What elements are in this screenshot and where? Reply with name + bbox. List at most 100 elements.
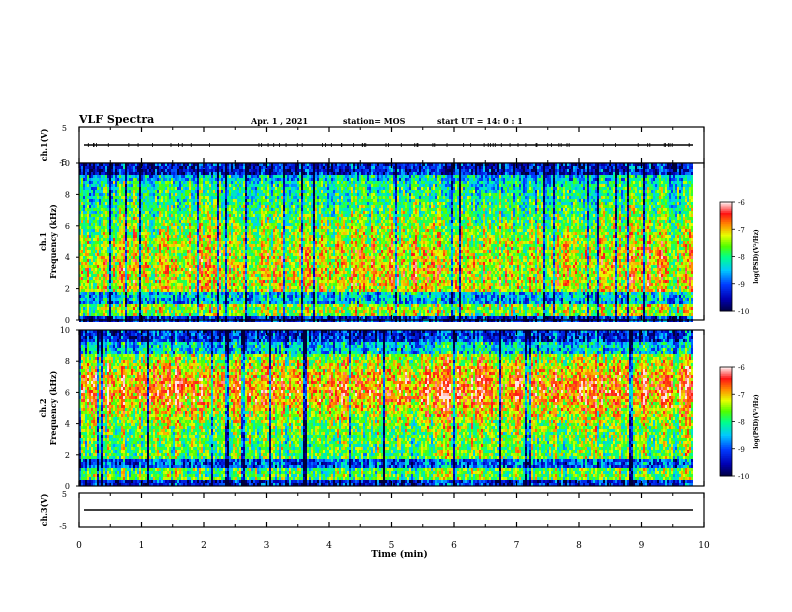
spectrogram-cell	[247, 316, 249, 319]
spectrogram-cell	[151, 223, 153, 226]
spectrogram-cell	[117, 268, 119, 271]
spectrogram-cell	[175, 202, 177, 205]
spectrogram-cell	[253, 223, 255, 226]
spectrogram-cell	[245, 193, 247, 196]
spectrogram-cell	[205, 178, 207, 181]
spectrogram-cell	[193, 295, 195, 298]
spectrogram-cell	[213, 307, 215, 310]
spectrogram-cell	[135, 247, 137, 250]
spectrogram-cell	[219, 271, 221, 274]
spectrogram-cell	[237, 295, 239, 298]
spectrogram-cell	[137, 229, 139, 232]
spectrogram-cell	[91, 310, 93, 313]
spectrogram-cell	[259, 268, 261, 271]
spectrogram-cell	[259, 193, 261, 196]
spectrogram-cell	[155, 295, 157, 298]
spectrogram-cell	[197, 166, 199, 169]
spectrogram-cell	[137, 286, 139, 289]
spectrogram-cell	[213, 211, 215, 214]
spectrogram-cell	[149, 199, 151, 202]
spectrogram-cell	[209, 208, 211, 211]
spectrogram-cell	[241, 169, 243, 172]
spectrogram-cell	[155, 259, 157, 262]
spectrogram-cell	[121, 235, 123, 238]
spectrogram-cell	[137, 271, 139, 274]
spectrogram-cell	[203, 238, 205, 241]
spectrogram-cell	[193, 211, 195, 214]
spectrogram-cell	[131, 163, 133, 166]
spectrogram-cell	[231, 310, 233, 313]
spectrogram-cell	[151, 295, 153, 298]
spectrogram-cell	[203, 247, 205, 250]
spectrogram-cell	[229, 259, 231, 262]
spectrogram-cell	[151, 169, 153, 172]
spectrogram-cell	[189, 169, 191, 172]
spectrogram-cell	[131, 235, 133, 238]
spectrogram-cell	[109, 292, 111, 295]
spectrogram-cell	[147, 313, 149, 316]
spectrogram-cell	[149, 280, 151, 283]
spectrogram-cell	[249, 247, 251, 250]
spectrogram-cell	[87, 241, 89, 244]
spectrogram-cell	[133, 253, 135, 256]
spectrogram-cell	[195, 187, 197, 190]
spectrogram-cell	[247, 271, 249, 274]
spectrogram-cell	[167, 205, 169, 208]
spectrogram-cell	[177, 316, 179, 319]
spectrogram-cell	[139, 232, 141, 235]
spectrogram-cell	[249, 301, 251, 304]
spectrogram-cell	[105, 304, 107, 307]
spectrogram-cell	[201, 292, 203, 295]
spectrogram-cell	[255, 211, 257, 214]
spectrogram-cell	[173, 286, 175, 289]
spectrogram-cell	[161, 172, 163, 175]
spectrogram-cell	[207, 217, 209, 220]
spectrogram-cell	[163, 187, 165, 190]
spectrogram-cell	[213, 253, 215, 256]
spectrogram-cell	[81, 193, 83, 196]
spectrogram-cell	[117, 220, 119, 223]
spectrogram-cell	[199, 184, 201, 187]
spectrogram-cell	[115, 220, 117, 223]
spectrogram-cell	[181, 190, 183, 193]
spectrogram-cell	[141, 211, 143, 214]
spectrogram-cell	[221, 292, 223, 295]
spectrogram-cell	[199, 271, 201, 274]
spectrogram-cell	[203, 235, 205, 238]
spectrogram-cell	[87, 271, 89, 274]
spectrogram-cell	[223, 169, 225, 172]
spectrogram-cell	[99, 199, 101, 202]
spectrogram-cell	[201, 178, 203, 181]
spectrogram-cell	[219, 217, 221, 220]
spectrogram-cell	[175, 265, 177, 268]
spectrogram-cell	[203, 211, 205, 214]
spectrogram-cell	[137, 301, 139, 304]
spectrogram-cell	[171, 193, 173, 196]
spectrogram-cell	[203, 289, 205, 292]
spectrogram-cell	[195, 220, 197, 223]
spectrogram-cell	[213, 190, 215, 193]
spectrogram-cell	[117, 298, 119, 301]
spectrogram-cell	[97, 262, 99, 265]
spectrogram-cell	[139, 193, 141, 196]
spectrogram-cell	[195, 226, 197, 229]
spectrogram-cell	[155, 214, 157, 217]
spectrogram-cell	[211, 256, 213, 259]
spectrogram-cell	[179, 178, 181, 181]
spectrogram-cell	[209, 211, 211, 214]
spectrogram-cell	[99, 169, 101, 172]
spectrogram-cell	[153, 166, 155, 169]
spectrogram-cell	[191, 247, 193, 250]
spectrogram-cell	[175, 295, 177, 298]
spectrogram-cell	[123, 166, 125, 169]
spectrogram-cell	[153, 253, 155, 256]
spectrogram-cell	[207, 280, 209, 283]
spectrogram-cell	[251, 283, 253, 286]
spectrogram-cell	[249, 226, 251, 229]
spectrogram-cell	[139, 310, 141, 313]
spectrogram-cell	[189, 166, 191, 169]
spectrogram-cell	[133, 259, 135, 262]
spectrogram-cell	[211, 310, 213, 313]
spectrogram-cell	[183, 208, 185, 211]
spectrogram-cell	[219, 193, 221, 196]
